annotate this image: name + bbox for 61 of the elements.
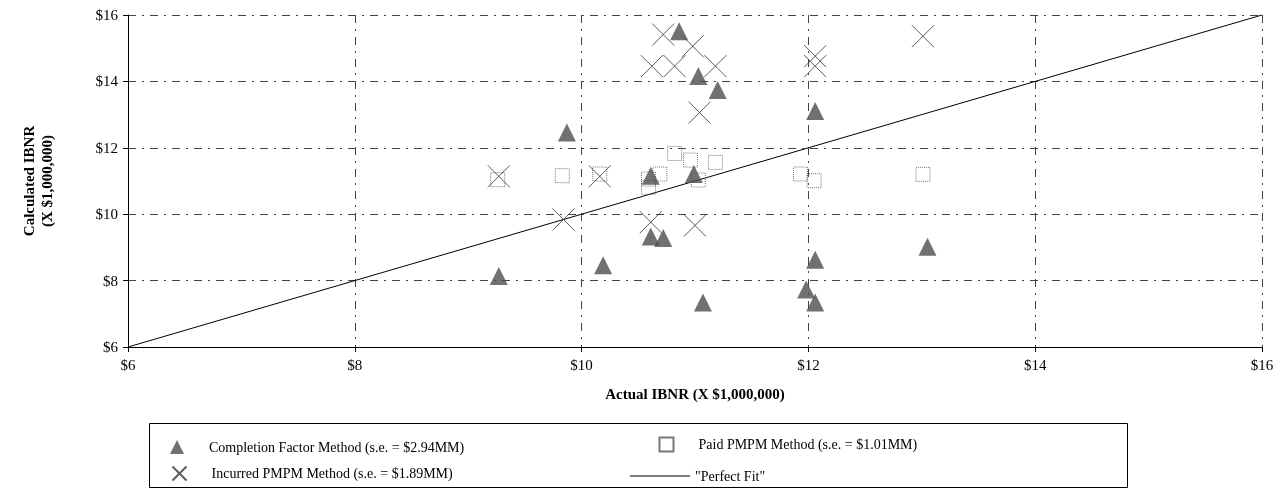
point xyxy=(792,166,808,182)
point xyxy=(667,145,683,161)
point xyxy=(490,172,506,188)
x-tick-label: $8 xyxy=(347,356,363,373)
x-tick-label: $14 xyxy=(1023,356,1047,373)
point xyxy=(594,256,613,275)
point xyxy=(683,213,707,237)
point xyxy=(682,152,698,168)
point xyxy=(915,166,931,182)
x-tick-label: $12 xyxy=(797,356,820,373)
point xyxy=(806,173,822,189)
point xyxy=(641,171,657,187)
point xyxy=(918,237,937,256)
point xyxy=(489,266,508,285)
y-tick-label: $8 xyxy=(103,272,118,289)
point xyxy=(640,54,664,78)
point xyxy=(707,154,723,170)
point xyxy=(641,227,660,246)
y-tick-label: $16 xyxy=(95,7,119,23)
point xyxy=(639,210,663,234)
point xyxy=(693,293,712,312)
point xyxy=(663,54,687,78)
y-tick-label: $14 xyxy=(95,73,119,90)
point xyxy=(803,44,827,68)
x-tick-label: $16 xyxy=(1250,356,1274,373)
legend-label: Incurred PMPM Method (s.e. = $1.89MM) xyxy=(211,466,454,482)
point xyxy=(641,179,657,195)
legend-label: "Perfect Fit" xyxy=(695,468,766,484)
y-tick-label: $6 xyxy=(103,339,119,355)
point xyxy=(551,208,575,232)
point xyxy=(688,101,712,125)
point xyxy=(690,172,706,188)
point xyxy=(681,34,705,58)
y-tick-label: $12 xyxy=(95,139,118,156)
point xyxy=(806,293,825,312)
point xyxy=(806,250,825,269)
point xyxy=(806,101,825,120)
point xyxy=(689,67,708,86)
point xyxy=(487,164,511,188)
point xyxy=(797,280,816,299)
point xyxy=(654,229,673,248)
point xyxy=(684,165,703,184)
point xyxy=(652,166,668,182)
point xyxy=(554,168,570,184)
legend-label: Completion Factor Method (s.e. = $2.94MM) xyxy=(209,439,465,456)
point xyxy=(670,22,689,41)
point xyxy=(651,23,675,47)
point xyxy=(803,54,827,78)
x-tick-label: $6 xyxy=(120,356,136,373)
point xyxy=(641,166,660,185)
x-axis-title: Actual IBNR (X $1,000,000) xyxy=(605,386,785,403)
point xyxy=(588,164,612,188)
point xyxy=(911,24,935,48)
y-axis-title: Calculated IBNR (X $1,000,000) xyxy=(21,125,56,237)
point xyxy=(592,166,608,182)
y-tick-label: $10 xyxy=(95,206,118,223)
point xyxy=(708,81,727,100)
point xyxy=(703,54,727,78)
legend-label: Paid PMPM Method (s.e. = $1.01MM) xyxy=(698,437,918,453)
x-tick-label: $10 xyxy=(570,356,593,373)
point xyxy=(557,123,576,142)
